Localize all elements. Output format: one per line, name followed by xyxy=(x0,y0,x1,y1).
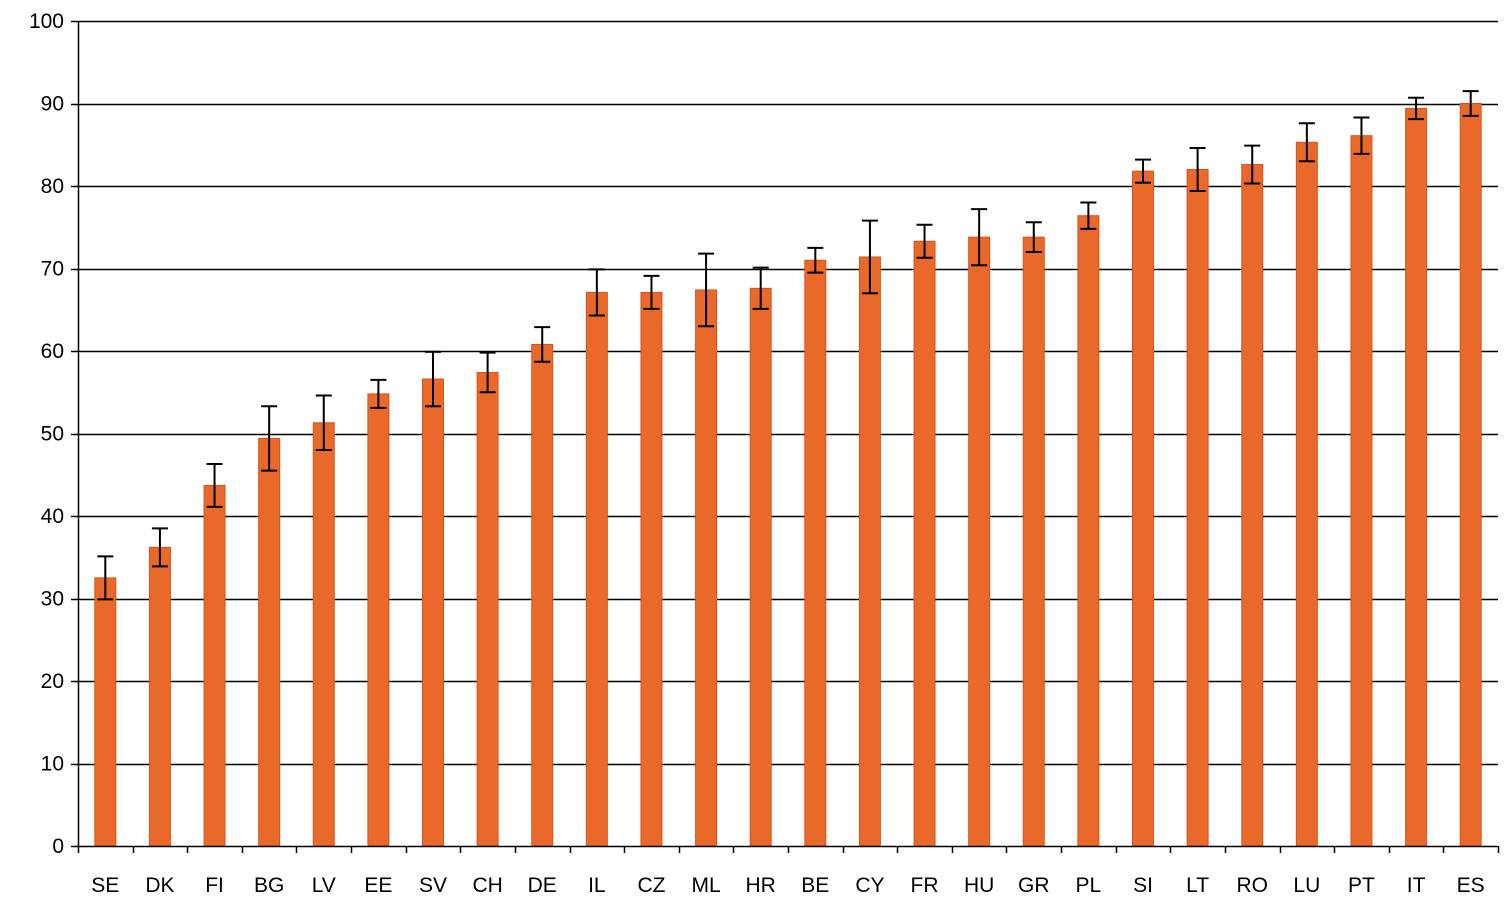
x-category-label-de: DE xyxy=(528,874,557,897)
bar-pt xyxy=(1350,135,1373,847)
bar-ch xyxy=(476,371,499,847)
grid-lines xyxy=(78,20,1498,766)
x-category-labels: SE DK FI BG LV EE SV CH DE IL CZ ML HR BE CY FR HU GR PL SI… xyxy=(91,874,1484,897)
x-category-label-cy: CY xyxy=(855,874,884,897)
bar-ml xyxy=(695,289,718,847)
x-category-label-lt: LT xyxy=(1186,874,1209,897)
bar-lv xyxy=(312,422,335,847)
y-tick-label: 100 xyxy=(29,10,64,33)
y-tick-label: 40 xyxy=(41,505,64,528)
x-category-label-fi: FI xyxy=(205,874,224,897)
x-category-label-bg: BG xyxy=(254,874,284,897)
y-tick-label: 0 xyxy=(52,835,64,858)
bar-si xyxy=(1132,170,1154,847)
y-tick-label: 50 xyxy=(41,423,64,446)
bar-cz xyxy=(640,291,663,847)
bar-ee xyxy=(367,393,390,847)
x-category-label-se: SE xyxy=(91,874,119,897)
x-category-label-ch: CH xyxy=(472,874,502,897)
y-tick-label: 90 xyxy=(41,93,64,116)
bar-be xyxy=(804,259,827,847)
x-category-label-ee: EE xyxy=(364,874,392,897)
bar-fr xyxy=(913,240,936,847)
bar-dk xyxy=(148,546,171,847)
bar-de xyxy=(531,343,554,847)
bars xyxy=(94,103,1482,847)
x-category-label-it: IT xyxy=(1407,874,1426,897)
y-tick-labels: 0 10 20 30 40 50 60 70 80 90 100 xyxy=(29,10,64,858)
bar-hr xyxy=(749,287,772,847)
bar-bg xyxy=(258,437,281,847)
bar-lu xyxy=(1295,141,1318,847)
x-category-label-be: BE xyxy=(801,874,829,897)
y-tick-label: 10 xyxy=(41,753,64,776)
axes xyxy=(71,20,1500,853)
bar-se xyxy=(94,577,117,847)
x-category-label-hr: HR xyxy=(746,874,776,897)
bar-fi xyxy=(203,484,226,847)
x-category-label-il: IL xyxy=(588,874,606,897)
x-category-label-dk: DK xyxy=(145,874,174,897)
y-tick-label: 60 xyxy=(41,340,64,363)
bar-sv xyxy=(422,378,444,847)
x-category-label-lv: LV xyxy=(312,874,336,897)
bar-es xyxy=(1459,103,1482,847)
y-tick-label: 80 xyxy=(41,175,64,198)
x-category-label-es: ES xyxy=(1457,874,1485,897)
y-tick-label: 70 xyxy=(41,258,64,281)
y-tick-label: 30 xyxy=(41,588,64,611)
x-category-label-ml: ML xyxy=(691,874,720,897)
y-tick-label: 20 xyxy=(41,670,64,693)
bar-lt xyxy=(1186,169,1209,847)
bar-pl xyxy=(1077,215,1100,847)
error-bars xyxy=(97,90,1479,601)
x-category-label-fr: FR xyxy=(911,874,939,897)
x-category-label-gr: GR xyxy=(1018,874,1050,897)
bar-it xyxy=(1405,107,1428,847)
x-category-label-lu: LU xyxy=(1293,874,1320,897)
x-category-label-si: SI xyxy=(1133,874,1153,897)
x-category-label-pt: PT xyxy=(1348,874,1375,897)
bar-ro xyxy=(1241,164,1264,847)
bar-il xyxy=(585,291,608,847)
bar-hu xyxy=(968,236,991,847)
bar-cy xyxy=(858,256,881,847)
x-category-label-cz: CZ xyxy=(637,874,665,897)
x-category-label-pl: PL xyxy=(1076,874,1102,897)
x-category-label-sv: SV xyxy=(419,874,447,897)
bar-gr xyxy=(1022,236,1045,847)
x-category-label-hu: HU xyxy=(964,874,994,897)
x-category-label-ro: RO xyxy=(1236,874,1268,897)
